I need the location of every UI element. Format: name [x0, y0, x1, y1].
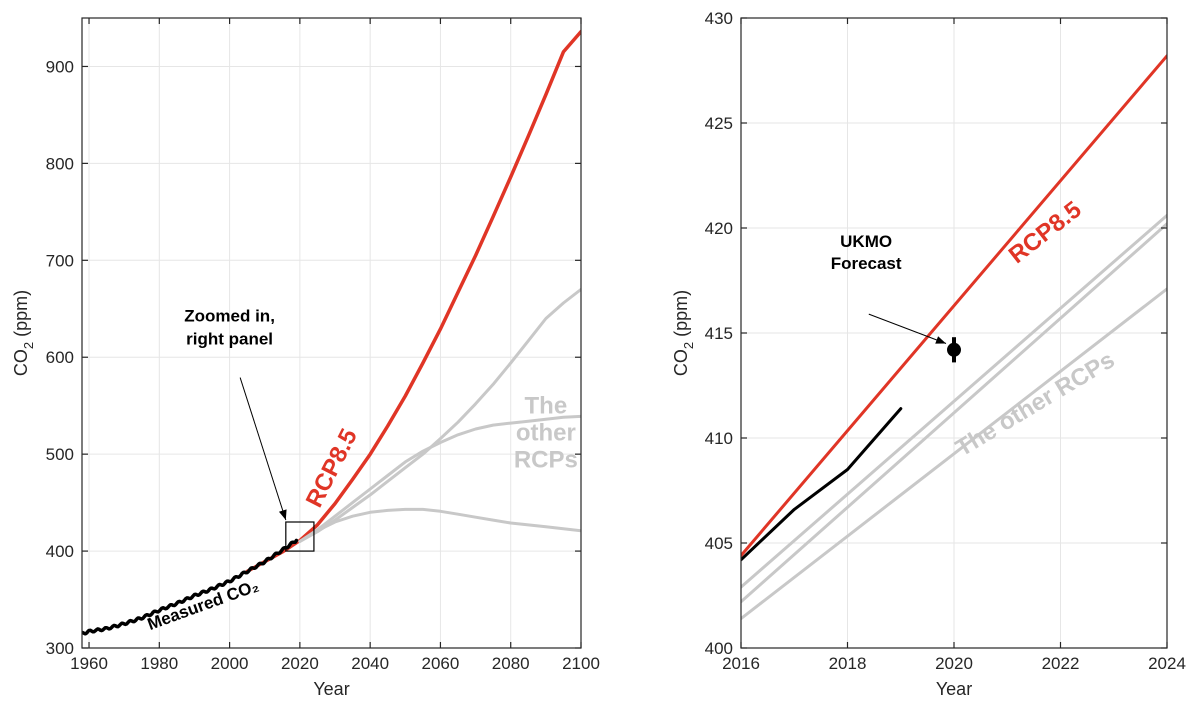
x-tick-label: 2060 — [422, 654, 460, 673]
x-tick-label: 2040 — [351, 654, 389, 673]
x-tick-label: 1960 — [70, 654, 108, 673]
x-tick-label: 2100 — [562, 654, 600, 673]
y-axis-label: CO2 (ppm) — [671, 290, 696, 376]
x-tick-label: 1980 — [140, 654, 178, 673]
y-tick-label: 415 — [705, 324, 733, 343]
x-tick-label: 2080 — [492, 654, 530, 673]
grid — [82, 18, 582, 649]
y-tick-label: 400 — [46, 542, 74, 561]
annotation-line: The — [525, 392, 568, 419]
arrow-shaft — [239, 377, 287, 521]
ticks: 1960 1980 2000 2020 2040 2060 2080 2100 300 400 50… — [46, 18, 600, 673]
x-tick-label: 2020 — [281, 654, 319, 673]
series-line-rcp2-6 — [298, 507, 581, 543]
series-group — [82, 29, 581, 636]
series-line-rcp8-5-zoom — [741, 54, 1167, 558]
y-axis-label-main: CO — [671, 349, 691, 376]
annotation-line: UKMO — [840, 232, 892, 251]
annotation-the-other-rcps: The other RCPs — [514, 392, 578, 473]
series-line-rcp4-5-zoom — [741, 222, 1167, 604]
y-tick-label: 420 — [705, 219, 733, 238]
y-axis-label-sub: 2 — [21, 342, 36, 349]
arrow-head — [278, 509, 287, 521]
grid — [740, 17, 1168, 649]
series-group — [741, 54, 1167, 621]
series-line-measured-co2-zoom — [741, 407, 903, 562]
x-tick-label: 2016 — [722, 654, 760, 673]
y-tick-label: 430 — [705, 9, 733, 28]
series-line-rcp6-0 — [298, 287, 581, 543]
annotation-measured-co: Measured CO₂ — [145, 576, 262, 634]
x-tick-label: 2000 — [211, 654, 249, 673]
y-axis-label-unit: (ppm) — [671, 290, 691, 342]
left-panel-co2-history-and-projections: 1960 1980 2000 2020 2040 2060 2080 2100 300 400 50… — [11, 17, 600, 699]
x-tick-label: 2022 — [1042, 654, 1080, 673]
y-tick-label: 425 — [705, 114, 733, 133]
y-tick-label: 500 — [46, 445, 74, 464]
annotation-arrow — [239, 377, 287, 521]
series-line-rcp6-0-zoom — [741, 213, 1167, 589]
point-ukmo-forecast — [947, 337, 961, 363]
y-tick-label: 800 — [46, 154, 74, 173]
annotation-rcp8-5: RCP8.5 — [301, 425, 363, 512]
annotation-the-other-rcps: The other RCPs — [951, 346, 1119, 462]
y-tick-label: 900 — [46, 57, 74, 76]
annotation-line: The other RCPs — [951, 346, 1119, 462]
y-axis-label-unit: (ppm) — [11, 290, 31, 342]
annotation-zoomed-in-right-panel: Zoomed in, right panel — [184, 306, 275, 348]
x-tick-label: 2020 — [935, 654, 973, 673]
annotation-line: Forecast — [831, 254, 902, 273]
annotation-line: Zoomed in, — [184, 306, 275, 325]
y-tick-label: 405 — [705, 534, 733, 553]
annotation-line: right panel — [186, 329, 273, 348]
y-axis-label-main: CO — [11, 349, 31, 376]
y-tick-label: 600 — [46, 348, 74, 367]
x-axis-label: Year — [936, 679, 972, 699]
x-tick-label: 2024 — [1148, 654, 1186, 673]
series-line-rcp2-6-zoom — [741, 287, 1167, 621]
x-axis-label: Year — [313, 679, 349, 699]
annotation-line: RCPs — [514, 446, 578, 473]
y-tick-label: 700 — [46, 251, 74, 270]
right-panel-zoomed-view: 2016 2018 2020 2022 2024 400 405 410 415 420 425 43… — [671, 9, 1186, 699]
y-tick-label: 410 — [705, 429, 733, 448]
x-tick-label: 2018 — [829, 654, 867, 673]
annotation-line: other — [516, 419, 576, 446]
annotation-line: Measured CO₂ — [145, 576, 262, 634]
y-tick-label: 400 — [705, 639, 733, 658]
zoom-box — [285, 521, 315, 552]
ticks: 2016 2018 2020 2022 2024 400 405 410 415 420 425 43… — [705, 9, 1186, 673]
y-axis-label-sub: 2 — [681, 342, 696, 349]
series-line-rcp4-5 — [298, 414, 581, 543]
series-line-rcp8-5 — [245, 29, 581, 574]
forecast-marker — [947, 342, 961, 357]
series-line-measured-co2 — [82, 538, 299, 636]
annotation-ukmo-forecast: UKMO Forecast — [831, 232, 902, 273]
axes-frame — [81, 17, 582, 649]
y-axis-label: CO2 (ppm) — [11, 290, 36, 376]
annotation-arrow — [868, 313, 947, 344]
y-tick-label: 300 — [46, 639, 74, 658]
arrow-head — [935, 336, 947, 344]
arrow-shaft — [868, 313, 947, 344]
annotation-line: RCP8.5 — [301, 425, 363, 512]
